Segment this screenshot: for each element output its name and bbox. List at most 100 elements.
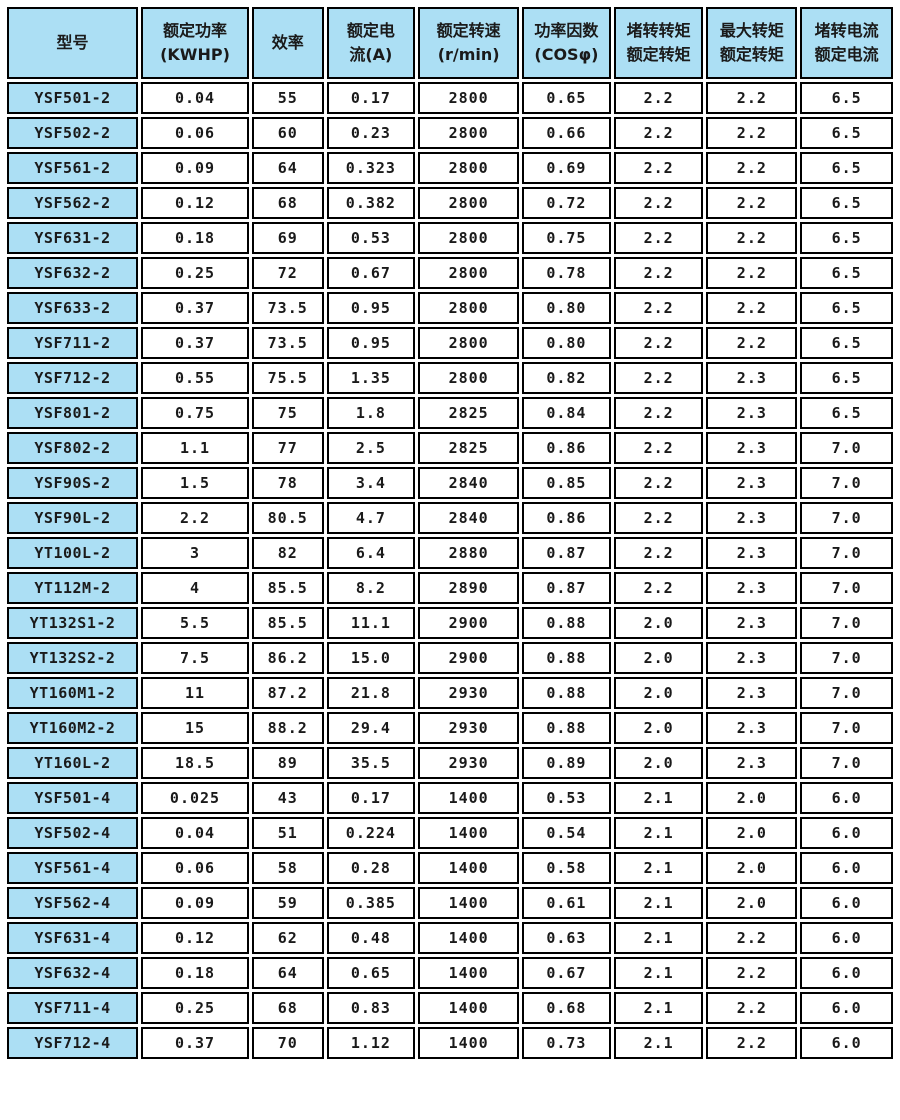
- cell-locked-current-ratio: 7.0: [800, 677, 893, 709]
- table-row: YSF561-2 0.09 64 0.323 2800 0.69 2.2 2.2 6.5: [7, 152, 893, 184]
- cell-max-torque-ratio: 2.3: [706, 362, 798, 394]
- cell-rated-speed: 2930: [418, 747, 520, 779]
- table-row: YSF711-4 0.25 68 0.83 1400 0.68 2.1 2.2 6.0: [7, 992, 893, 1024]
- cell-max-torque-ratio: 2.3: [706, 642, 798, 674]
- cell-rated-power: 0.18: [141, 222, 249, 254]
- cell-locked-current-ratio: 6.0: [800, 852, 893, 884]
- cell-max-torque-ratio: 2.3: [706, 747, 798, 779]
- table-row: YT112M-2 4 85.5 8.2 2890 0.87 2.2 2.3 7.0: [7, 572, 893, 604]
- table-row: YT132S1-2 5.5 85.5 11.1 2900 0.88 2.0 2.3 7.0: [7, 607, 893, 639]
- cell-max-torque-ratio: 2.2: [706, 187, 798, 219]
- table-row: YSF562-2 0.12 68 0.382 2800 0.72 2.2 2.2 6.5: [7, 187, 893, 219]
- cell-power-factor: 0.87: [522, 572, 611, 604]
- cell-locked-current-ratio: 6.5: [800, 152, 893, 184]
- cell-rated-current: 3.4: [326, 467, 416, 499]
- cell-locked-torque-ratio: 2.1: [613, 957, 704, 989]
- column-header-line: 流(A): [349, 45, 393, 64]
- table-row: YSF802-2 1.1 77 2.5 2825 0.86 2.2 2.3 7.0: [7, 432, 893, 464]
- cell-locked-torque-ratio: 2.0: [613, 712, 704, 744]
- table-row: YSF712-4 0.37 70 1.12 1400 0.73 2.1 2.2 6.0: [7, 1027, 893, 1059]
- column-header-rated-speed: 额定转速 (r/min): [418, 7, 520, 79]
- cell-model: YT132S1-2: [7, 607, 139, 639]
- cell-power-factor: 0.66: [522, 117, 611, 149]
- cell-model: YT100L-2: [7, 537, 139, 569]
- cell-rated-speed: 2900: [418, 642, 520, 674]
- cell-locked-current-ratio: 6.0: [800, 922, 893, 954]
- table-row: YT160M1-2 11 87.2 21.8 2930 0.88 2.0 2.3 7.0: [7, 677, 893, 709]
- cell-efficiency: 87.2: [251, 677, 324, 709]
- cell-efficiency: 60: [251, 117, 324, 149]
- cell-max-torque-ratio: 2.3: [706, 712, 798, 744]
- cell-locked-torque-ratio: 2.2: [613, 502, 704, 534]
- cell-rated-speed: 2825: [418, 397, 520, 429]
- cell-model: YT132S2-2: [7, 642, 139, 674]
- cell-rated-power: 0.06: [141, 117, 249, 149]
- cell-power-factor: 0.88: [522, 607, 611, 639]
- cell-power-factor: 0.88: [522, 642, 611, 674]
- cell-rated-power: 0.04: [141, 817, 249, 849]
- cell-rated-current: 1.35: [326, 362, 416, 394]
- cell-rated-speed: 1400: [418, 957, 520, 989]
- cell-model: YSF631-2: [7, 222, 139, 254]
- table-row: YSF631-2 0.18 69 0.53 2800 0.75 2.2 2.2 6.5: [7, 222, 893, 254]
- cell-model: YSF632-4: [7, 957, 139, 989]
- table-row: YSF632-2 0.25 72 0.67 2800 0.78 2.2 2.2 6.5: [7, 257, 893, 289]
- cell-max-torque-ratio: 2.3: [706, 677, 798, 709]
- cell-locked-torque-ratio: 2.2: [613, 152, 704, 184]
- cell-locked-current-ratio: 6.5: [800, 327, 893, 359]
- cell-max-torque-ratio: 2.2: [706, 327, 798, 359]
- cell-model: YSF711-2: [7, 327, 139, 359]
- column-header-power-factor: 功率因数 (COSφ): [522, 7, 611, 79]
- cell-efficiency: 75.5: [251, 362, 324, 394]
- cell-rated-power: 0.37: [141, 292, 249, 324]
- cell-model: YSF712-4: [7, 1027, 139, 1059]
- cell-efficiency: 69: [251, 222, 324, 254]
- cell-model: YSF631-4: [7, 922, 139, 954]
- cell-model: YSF90S-2: [7, 467, 139, 499]
- cell-efficiency: 73.5: [251, 292, 324, 324]
- cell-rated-current: 29.4: [326, 712, 416, 744]
- cell-rated-current: 0.48: [326, 922, 416, 954]
- cell-locked-torque-ratio: 2.2: [613, 292, 704, 324]
- cell-locked-torque-ratio: 2.0: [613, 677, 704, 709]
- cell-power-factor: 0.58: [522, 852, 611, 884]
- cell-rated-current: 0.17: [326, 82, 416, 114]
- cell-locked-torque-ratio: 2.1: [613, 817, 704, 849]
- cell-efficiency: 75: [251, 397, 324, 429]
- cell-efficiency: 62: [251, 922, 324, 954]
- cell-locked-current-ratio: 6.5: [800, 292, 893, 324]
- motor-spec-table: 型号 额定功率 (KWHP) 效率 额定电 流(A) 额定转速 (r/min) 功率因数 (COS…: [4, 4, 896, 1062]
- table-row: YSF502-2 0.06 60 0.23 2800 0.66 2.2 2.2 6.5: [7, 117, 893, 149]
- cell-rated-speed: 1400: [418, 782, 520, 814]
- cell-locked-current-ratio: 6.5: [800, 82, 893, 114]
- cell-rated-power: 0.12: [141, 187, 249, 219]
- cell-max-torque-ratio: 2.3: [706, 572, 798, 604]
- cell-efficiency: 59: [251, 887, 324, 919]
- column-header-line: (r/min): [437, 45, 500, 64]
- cell-power-factor: 0.85: [522, 467, 611, 499]
- cell-rated-power: 2.2: [141, 502, 249, 534]
- cell-rated-power: 0.37: [141, 1027, 249, 1059]
- cell-power-factor: 0.63: [522, 922, 611, 954]
- column-header-line: 功率因数: [534, 21, 599, 40]
- cell-rated-current: 0.17: [326, 782, 416, 814]
- cell-power-factor: 0.88: [522, 712, 611, 744]
- cell-model: YSF801-2: [7, 397, 139, 429]
- cell-power-factor: 0.73: [522, 1027, 611, 1059]
- cell-max-torque-ratio: 2.2: [706, 992, 798, 1024]
- cell-locked-current-ratio: 6.5: [800, 117, 893, 149]
- cell-rated-speed: 1400: [418, 922, 520, 954]
- cell-locked-torque-ratio: 2.2: [613, 257, 704, 289]
- cell-locked-torque-ratio: 2.1: [613, 852, 704, 884]
- cell-model: YSF562-2: [7, 187, 139, 219]
- cell-rated-current: 21.8: [326, 677, 416, 709]
- cell-rated-speed: 1400: [418, 817, 520, 849]
- table-row: YT132S2-2 7.5 86.2 15.0 2900 0.88 2.0 2.3 7.0: [7, 642, 893, 674]
- cell-rated-current: 4.7: [326, 502, 416, 534]
- cell-efficiency: 64: [251, 957, 324, 989]
- column-header-locked-torque-ratio: 堵转转矩 额定转矩: [613, 7, 704, 79]
- cell-rated-speed: 2825: [418, 432, 520, 464]
- cell-model: YSF561-4: [7, 852, 139, 884]
- cell-rated-power: 0.75: [141, 397, 249, 429]
